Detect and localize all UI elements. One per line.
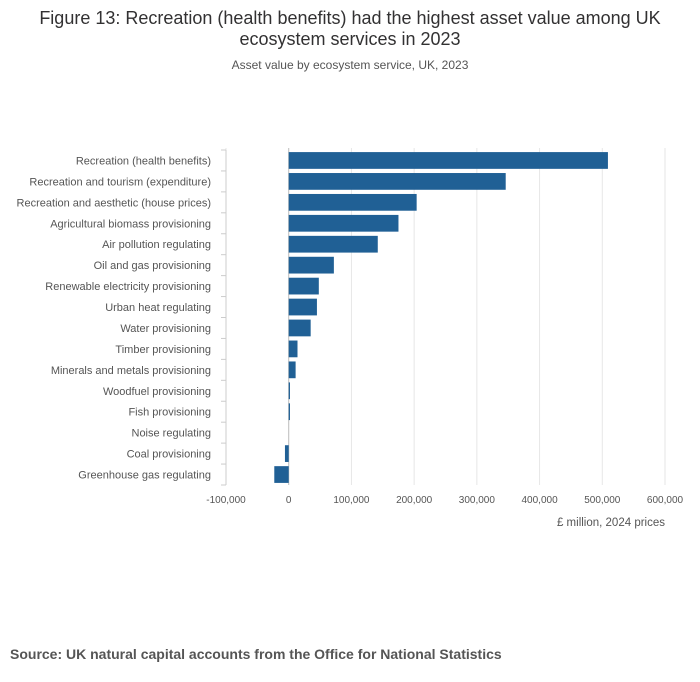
bar-chart: -100,000 0 100,000 200,000 300,000 400,000 500… xyxy=(17,148,684,529)
category-label: Renewable electricity provisioning xyxy=(45,281,211,293)
category-label: Noise regulating xyxy=(132,428,212,440)
x-tick-label: 400,000 xyxy=(521,495,558,506)
bar xyxy=(288,173,506,190)
bar xyxy=(288,340,298,358)
x-axis-title: £ million, 2024 prices xyxy=(557,517,665,529)
bar xyxy=(288,298,317,316)
bar xyxy=(288,382,290,400)
x-tick-label: 200,000 xyxy=(396,495,433,506)
category-label: Recreation and tourism (expenditure) xyxy=(29,176,211,188)
chart-title: Figure 13: Recreation (health benefits) … xyxy=(39,8,661,49)
category-label: Timber provisioning xyxy=(115,344,211,356)
source-note: Source: UK natural capital accounts from… xyxy=(10,646,502,662)
bar xyxy=(288,256,334,274)
x-tick-label: 600,000 xyxy=(647,495,684,506)
bar xyxy=(288,361,296,379)
category-label: Urban heat regulating xyxy=(105,302,211,314)
chart-subtitle: Asset value by ecosystem service, UK, 20… xyxy=(231,58,469,72)
bar xyxy=(288,277,319,295)
x-tick-label: 0 xyxy=(286,495,292,506)
bar xyxy=(288,403,290,421)
category-label: Woodfuel provisioning xyxy=(103,386,211,398)
x-tick-label: -100,000 xyxy=(206,495,246,506)
x-tick-label: 500,000 xyxy=(584,495,621,506)
bar xyxy=(288,152,608,169)
bar xyxy=(274,466,289,483)
category-label: Coal provisioning xyxy=(127,449,211,461)
category-label: Fish provisioning xyxy=(128,407,211,419)
category-label: Air pollution regulating xyxy=(102,239,211,251)
category-label: Greenhouse gas regulating xyxy=(78,470,211,482)
x-tick-label: 100,000 xyxy=(333,495,370,506)
bar xyxy=(288,319,311,337)
category-label: Water provisioning xyxy=(120,323,211,335)
bar xyxy=(288,193,417,211)
bar xyxy=(284,445,289,462)
x-tick-label: 300,000 xyxy=(459,495,496,506)
bar xyxy=(288,214,399,232)
bar xyxy=(288,235,378,253)
category-label: Oil and gas provisioning xyxy=(94,260,211,272)
category-label: Recreation (health benefits) xyxy=(76,155,211,167)
category-label: Recreation and aesthetic (house prices) xyxy=(17,197,211,209)
category-label: Minerals and metals provisioning xyxy=(51,365,211,377)
category-label: Agricultural biomass provisioning xyxy=(50,218,211,230)
